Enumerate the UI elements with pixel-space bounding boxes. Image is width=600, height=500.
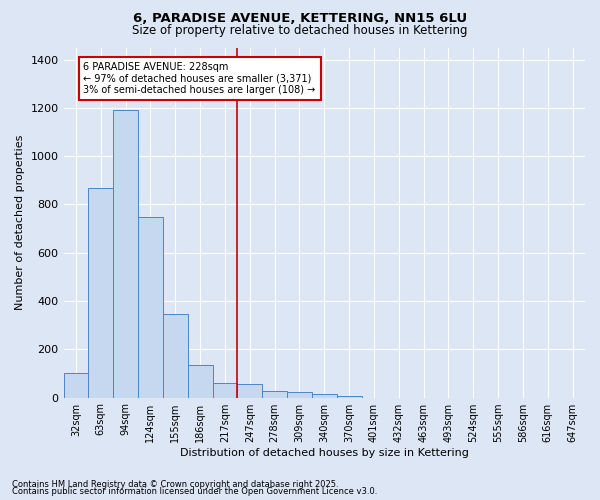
Text: 6 PARADISE AVENUE: 228sqm
← 97% of detached houses are smaller (3,371)
3% of sem: 6 PARADISE AVENUE: 228sqm ← 97% of detac… — [83, 62, 316, 95]
Bar — [64, 374, 88, 398]
Bar — [212, 383, 238, 398]
X-axis label: Distribution of detached houses by size in Kettering: Distribution of detached houses by size … — [180, 448, 469, 458]
Bar — [163, 314, 188, 398]
Bar — [113, 110, 138, 398]
Bar — [287, 392, 312, 398]
Bar — [238, 384, 262, 398]
Text: 6, PARADISE AVENUE, KETTERING, NN15 6LU: 6, PARADISE AVENUE, KETTERING, NN15 6LU — [133, 12, 467, 26]
Bar — [262, 391, 287, 398]
Text: Contains HM Land Registry data © Crown copyright and database right 2025.: Contains HM Land Registry data © Crown c… — [12, 480, 338, 489]
Y-axis label: Number of detached properties: Number of detached properties — [15, 135, 25, 310]
Bar — [188, 365, 212, 398]
Text: Size of property relative to detached houses in Kettering: Size of property relative to detached ho… — [132, 24, 468, 37]
Bar — [337, 396, 362, 398]
Text: Contains public sector information licensed under the Open Government Licence v3: Contains public sector information licen… — [12, 487, 377, 496]
Bar — [138, 216, 163, 398]
Bar — [312, 394, 337, 398]
Bar — [88, 188, 113, 398]
